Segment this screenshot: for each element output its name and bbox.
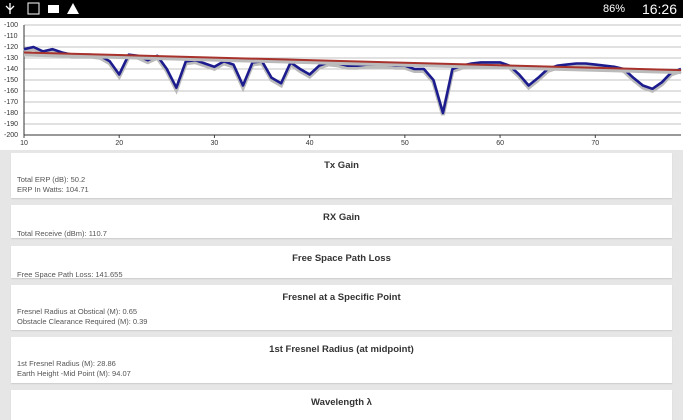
x-tick-label: 10 xyxy=(20,140,28,147)
card-line: 1st Fresnel Radius (M): 28.86 xyxy=(17,359,116,368)
card-line: Earth Height -Mid Point (M): 94.07 xyxy=(17,369,131,378)
chart: -100 -110 -120 -130 -140 -150 -160 -170 -180 -190… xyxy=(0,18,683,150)
result-card: Free Space Path Loss Free Space Path Loss… xyxy=(11,246,672,279)
y-tick-label: -150 xyxy=(4,77,18,84)
card-title: Wavelength λ xyxy=(311,397,372,408)
y-tick-label: -120 xyxy=(4,44,18,51)
y-tick-label: -170 xyxy=(4,99,18,106)
result-card: Wavelength λ xyxy=(11,390,672,420)
card-line: Free Space Path Loss: 141.655 xyxy=(17,270,123,279)
card-line: Fresnel Radius at Obstical (M): 0.65 xyxy=(17,307,138,316)
result-card: 1st Fresnel Radius (at midpoint) 1st Fres… xyxy=(11,337,672,383)
result-card: RX Gain Total Receive (dBm): 110.7 xyxy=(11,205,672,238)
card-title: Fresnel at a Specific Point xyxy=(282,292,401,303)
series-line xyxy=(23,51,682,72)
result-card: Tx Gain Total ERP (dB): 50.2 ERP In Watts:… xyxy=(11,153,672,198)
series-shadow xyxy=(23,52,682,75)
y-tick-label: -100 xyxy=(4,22,18,29)
card-title: RX Gain xyxy=(323,212,360,223)
y-tick-label: -110 xyxy=(4,33,18,40)
y-tick-label: -180 xyxy=(4,110,18,117)
y-tick-label: -140 xyxy=(4,66,18,73)
card-line: Total Receive (dBm): 110.7 xyxy=(17,229,107,238)
card-line: Obstacle Clearance Required (M): 0.39 xyxy=(17,317,148,326)
x-tick-label: 50 xyxy=(401,140,409,147)
card-title: 1st Fresnel Radius (at midpoint) xyxy=(269,344,414,355)
y-tick-label: -200 xyxy=(4,132,18,139)
card-line: Total ERP (dB): 50.2 xyxy=(17,175,86,184)
x-tick-label: 60 xyxy=(496,140,504,147)
status-bar: 86% 16:26 xyxy=(0,0,683,18)
x-tick-label: 40 xyxy=(306,140,314,147)
y-tick-label: -130 xyxy=(4,55,18,62)
y-tick-label: -190 xyxy=(4,121,18,128)
result-card: Fresnel at a Specific Point Fresnel Radiu… xyxy=(11,285,672,330)
x-tick-label: 20 xyxy=(115,140,123,147)
status-icons xyxy=(5,2,79,15)
x-tick-label: 70 xyxy=(591,140,599,147)
battery-text: 86% xyxy=(602,3,625,15)
card-title: Free Space Path Loss xyxy=(292,253,391,264)
x-tick-label: 30 xyxy=(211,140,219,147)
card-title: Tx Gain xyxy=(324,160,359,171)
y-tick-label: -160 xyxy=(4,88,18,95)
clock: 16:26 xyxy=(641,1,677,17)
card-line: ERP In Watts: 104.71 xyxy=(17,185,89,194)
